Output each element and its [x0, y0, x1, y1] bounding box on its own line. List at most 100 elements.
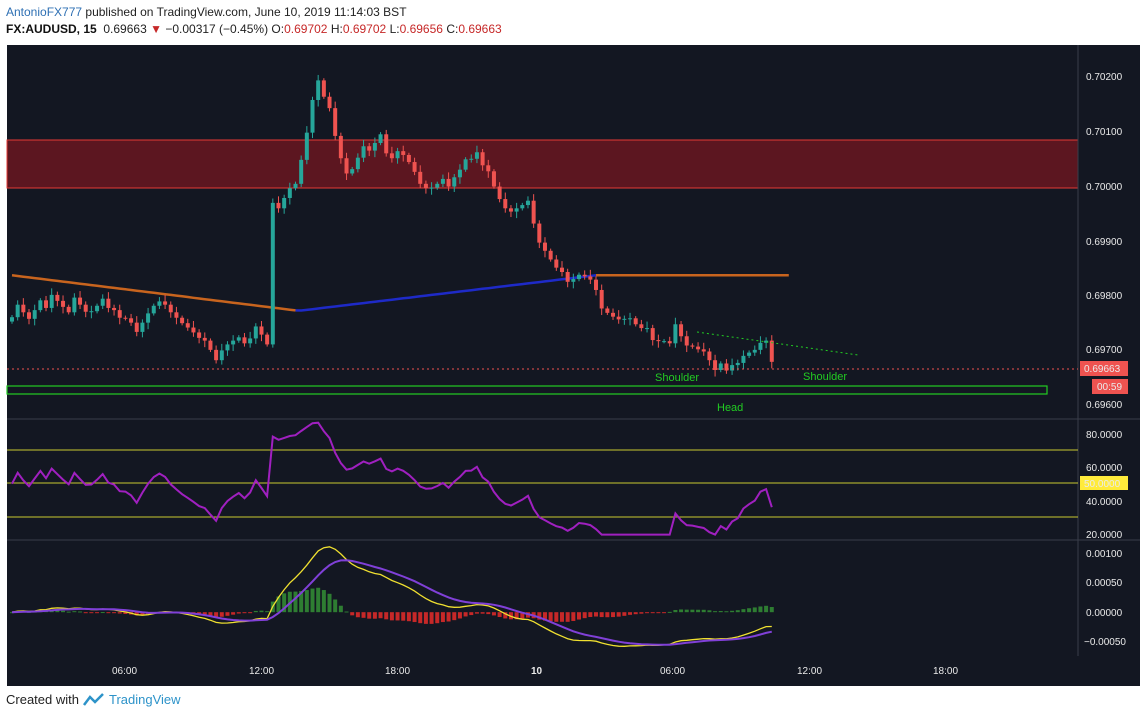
candle-body [134, 322, 139, 332]
macd-histogram-bar [520, 612, 525, 619]
candle-body [185, 323, 190, 328]
candle-body [384, 134, 389, 154]
macd-histogram-bar [588, 612, 593, 617]
macd-histogram-bar [667, 611, 672, 613]
macd-histogram-bar [231, 612, 236, 615]
macd-histogram-bar [514, 612, 519, 620]
candle-body [157, 301, 162, 306]
macd-histogram-bar [372, 612, 377, 619]
time-axis: 06:00 12:00 18:00 10 06:00 12:00 18:00 [112, 666, 958, 677]
macd-histogram-bar [582, 612, 587, 619]
candle-body [27, 312, 32, 319]
macd-histogram-bar [242, 612, 247, 614]
candle-body [741, 355, 746, 363]
macd-histogram-bar [486, 612, 491, 615]
candle-body [242, 337, 247, 344]
countdown-badge [1092, 379, 1128, 394]
candle-body [55, 294, 60, 301]
time-tick: 06:00 [112, 666, 137, 677]
candle-body [231, 340, 236, 345]
macd-histogram-bar [248, 612, 253, 614]
macd-histogram-bar [537, 612, 542, 620]
macd-histogram-bar [55, 610, 60, 613]
macd-histogram-bar [429, 612, 434, 624]
macd-histogram-bar [265, 611, 270, 613]
candle-body [100, 298, 105, 306]
macd-histogram-bar [577, 612, 581, 620]
candle-body [253, 326, 258, 339]
candle-body [628, 318, 633, 320]
chart-background [7, 45, 1078, 656]
candle-body [565, 272, 570, 282]
candle-body [406, 154, 411, 163]
candle-body [633, 318, 638, 325]
rsi-tick: 40.0000 [1086, 497, 1123, 508]
candle-body [435, 183, 440, 188]
current-price-badge [1080, 361, 1128, 376]
candle-body [639, 324, 644, 329]
macd-histogram-bar [542, 612, 547, 621]
macd-histogram-bar [554, 612, 559, 622]
candle-body [616, 316, 621, 320]
candle-body [542, 242, 547, 251]
macd-histogram-bar [701, 609, 706, 613]
candle-body [282, 197, 287, 209]
candle-body [440, 178, 445, 184]
price-tick: 0.69700 [1086, 345, 1123, 356]
created-with-label: Created with [6, 692, 79, 707]
macd-histogram-bar [78, 611, 83, 613]
macd-histogram-bar [134, 612, 139, 616]
tradingview-logo-icon [82, 692, 104, 706]
footer: Created with TradingView [6, 692, 181, 707]
candle-body [480, 152, 485, 166]
candle-body [191, 327, 196, 333]
macd-histogram-bar [236, 612, 241, 614]
macd-histogram-bar [355, 612, 360, 618]
high-label: H: [330, 22, 343, 36]
rsi-tick: 20.0000 [1086, 530, 1123, 541]
macd-histogram-bar [140, 612, 145, 616]
candle-body [735, 362, 740, 366]
resistance-zone [6, 139, 1079, 189]
publish-info: published on TradingView.com, June 10, 2… [85, 5, 407, 19]
tradingview-link[interactable]: TradingView [108, 692, 181, 707]
macd-histogram-bar [764, 605, 769, 613]
candle-body [730, 365, 735, 371]
chart-header: AntonioFX777 published on TradingView.co… [6, 4, 502, 38]
macd-histogram-bar [395, 612, 400, 621]
candle-body [429, 187, 434, 189]
macd-histogram-bar [112, 612, 117, 614]
macd-histogram-bar [259, 610, 264, 613]
time-axis-background [7, 656, 1140, 686]
macd-histogram-bar [452, 612, 457, 621]
author-link[interactable]: AntonioFX777 [6, 5, 83, 19]
candle-body [355, 157, 360, 170]
macd-tick: 0.00050 [1086, 578, 1123, 589]
macd-signal-line [11, 559, 773, 646]
candle-body [378, 134, 383, 143]
candle-body [503, 199, 508, 209]
macd-histogram-bar [406, 612, 411, 622]
open-label: O: [271, 22, 285, 36]
candle-body [174, 312, 179, 318]
candle-body [491, 171, 496, 187]
macd-histogram-bar [282, 593, 287, 613]
candle-body [259, 326, 264, 335]
macd-histogram-bar [117, 612, 122, 614]
macd-histogram-bar [95, 612, 100, 614]
candle-body [15, 304, 20, 318]
macd-histogram-bar [622, 612, 627, 616]
candle-body [214, 349, 219, 361]
macd-histogram-bar [474, 612, 479, 614]
countdown-label: 00:59 [1097, 382, 1122, 393]
candle-body [146, 313, 151, 323]
candle-body [463, 159, 468, 170]
time-tick: 18:00 [385, 666, 410, 677]
macd-histogram-bar [718, 611, 723, 613]
candle-body [622, 318, 627, 320]
candle-body [469, 158, 474, 160]
macd-histogram-bar [83, 612, 88, 614]
candle-body [202, 337, 207, 341]
candle-body [474, 152, 479, 159]
